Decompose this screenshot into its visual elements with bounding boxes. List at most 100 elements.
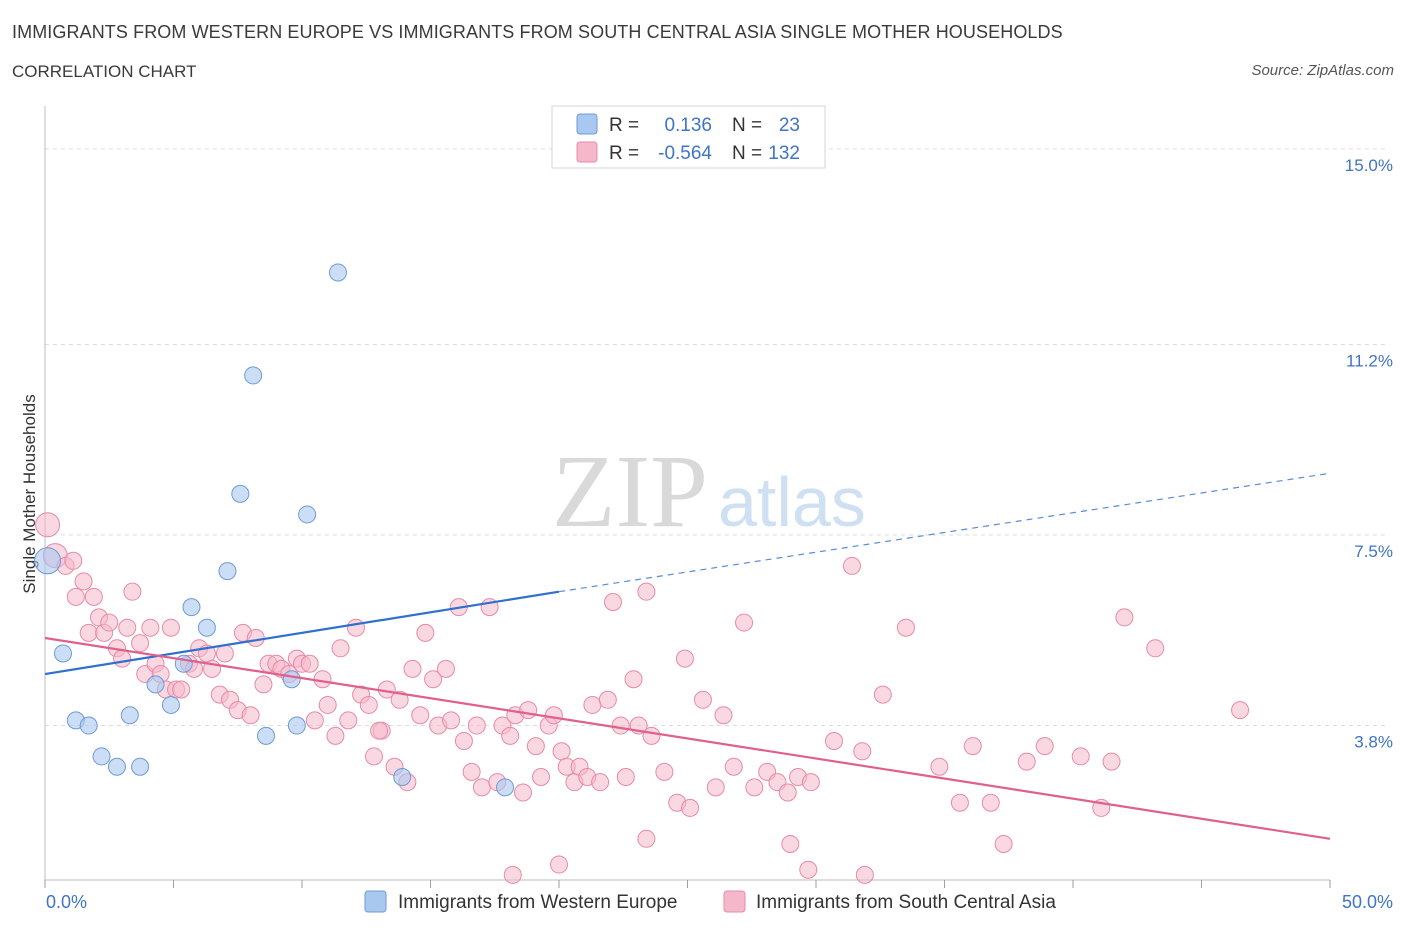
legend-label-western-europe: Immigrants from Western Europe xyxy=(398,892,677,913)
south-central-asia-point xyxy=(552,742,571,761)
south-central-asia-point xyxy=(745,778,764,797)
y-tick-label: 15.0% xyxy=(1345,156,1393,175)
south-central-asia-point xyxy=(454,731,473,750)
south-central-asia-point xyxy=(583,695,602,714)
stats-r-value: 0.136 xyxy=(664,115,712,136)
south-central-asia-point xyxy=(131,634,150,653)
chart-title: IMMIGRANTS FROM WESTERN EUROPE VS IMMIGR… xyxy=(12,22,1063,42)
south-central-asia-point xyxy=(390,690,409,709)
south-central-asia-point xyxy=(681,798,700,817)
south-central-asia-point xyxy=(735,613,754,632)
south-central-asia-point xyxy=(305,711,324,730)
south-central-asia-point xyxy=(1035,737,1054,756)
western-europe-point xyxy=(131,757,150,776)
south-central-asia-point xyxy=(84,587,103,606)
south-central-asia-point xyxy=(370,721,389,740)
south-central-asia-point xyxy=(64,551,83,570)
south-central-asia-point xyxy=(161,618,180,637)
western-europe-point xyxy=(53,644,72,663)
stats-r-label: R = xyxy=(609,115,639,136)
south-central-asia-point xyxy=(855,865,874,884)
south-central-asia-point xyxy=(981,793,1000,812)
south-central-asia-point xyxy=(123,582,142,601)
south-central-asia-point xyxy=(655,762,674,781)
western-europe-trend-line xyxy=(44,590,560,676)
south-central-asia-point xyxy=(241,706,260,725)
south-central-asia-point xyxy=(853,742,872,761)
western-europe-point xyxy=(92,747,111,766)
western-europe-point xyxy=(161,695,180,714)
south-central-asia-point xyxy=(799,860,818,879)
stats-legend: R = 0.136 N = 23 R = -0.564 N = 132 xyxy=(551,105,826,169)
south-central-asia-point xyxy=(693,690,712,709)
south-central-asia-point xyxy=(339,711,358,730)
y-tick-label: 3.8% xyxy=(1354,733,1393,752)
south-central-asia-point xyxy=(642,726,661,745)
south-central-asia-point xyxy=(714,706,733,725)
south-central-asia-point xyxy=(215,644,234,663)
x-tick-label: 0.0% xyxy=(46,892,87,912)
south-central-asia-point xyxy=(424,670,443,689)
south-central-asia-point xyxy=(1017,752,1036,771)
western-europe-point xyxy=(257,726,276,745)
south-central-asia-point xyxy=(462,762,481,781)
south-central-asia-point xyxy=(403,659,422,678)
south-central-asia-point xyxy=(79,623,98,642)
western-europe-point xyxy=(282,670,301,689)
stats-r-label: R = xyxy=(609,143,639,164)
south-central-asia-point xyxy=(1102,752,1121,771)
stats-n-value: 23 xyxy=(779,115,800,136)
x-tick-label: 50.0% xyxy=(1342,892,1393,912)
legend-label-south-central-asia: Immigrants from South Central Asia xyxy=(756,892,1056,913)
south-central-asia-point xyxy=(514,783,533,802)
south-central-asia-point xyxy=(842,556,861,575)
south-central-asia-point xyxy=(591,773,610,792)
south-central-asia-point xyxy=(994,834,1013,853)
western-europe-trend-extension xyxy=(558,472,1331,593)
watermark: ZIP atlas xyxy=(552,434,866,549)
south-central-asia-point xyxy=(706,778,725,797)
south-central-asia-point xyxy=(616,768,635,787)
south-central-asia-point xyxy=(411,706,430,725)
western-europe-point xyxy=(298,505,317,524)
south-central-asia-points xyxy=(35,512,1250,884)
south-central-asia-point xyxy=(331,639,350,658)
x-tick-labels: 0.0% 50.0% xyxy=(46,892,1393,912)
south-central-asia-point xyxy=(526,737,545,756)
south-central-asia-point xyxy=(532,768,551,787)
western-europe-point xyxy=(107,757,126,776)
south-central-asia-point xyxy=(416,623,435,642)
south-central-asia-point xyxy=(624,670,643,689)
series-legend: Immigrants from Western Europe Immigrant… xyxy=(364,890,1056,913)
south-central-asia-point xyxy=(501,726,520,745)
source-label: Source: ZipAtlas.com xyxy=(1251,62,1394,79)
south-central-asia-point xyxy=(246,629,265,648)
western-europe-point xyxy=(328,263,347,282)
south-central-asia-point xyxy=(74,572,93,591)
south-central-asia-point xyxy=(598,690,617,709)
south-central-asia-point xyxy=(364,747,383,766)
western-europe-point xyxy=(287,716,306,735)
south-central-asia-point xyxy=(963,737,982,756)
south-central-asia-point xyxy=(896,618,915,637)
south-central-asia-point xyxy=(603,592,622,611)
south-central-asia-point xyxy=(781,834,800,853)
legend-swatch-western-europe xyxy=(364,890,387,913)
south-central-asia-point xyxy=(326,726,345,745)
south-central-asia-point xyxy=(467,716,486,735)
trend-lines xyxy=(44,472,1331,840)
y-axis-label: Single Mother Households xyxy=(20,394,39,593)
western-europe-point xyxy=(197,618,216,637)
south-central-asia-point xyxy=(873,685,892,704)
south-central-asia-point xyxy=(1231,701,1250,720)
south-central-asia-point xyxy=(550,855,568,874)
south-central-asia-point xyxy=(118,618,137,637)
axes xyxy=(44,106,1331,888)
stats-legend-swatch-western-europe xyxy=(576,113,598,135)
south-central-asia-point xyxy=(172,680,191,699)
south-central-asia-point xyxy=(1146,639,1165,658)
south-central-asia-point xyxy=(824,731,843,750)
stats-legend-swatch-south-central-asia xyxy=(576,141,598,163)
western-europe-point xyxy=(393,768,412,787)
